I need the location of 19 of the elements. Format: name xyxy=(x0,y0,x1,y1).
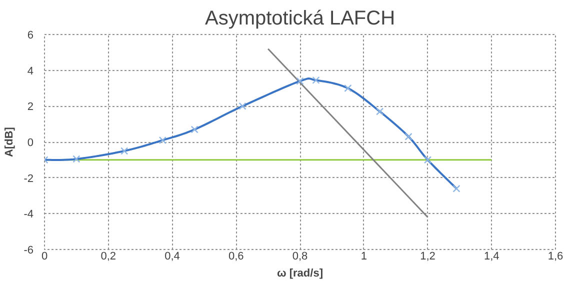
y-tick-label: -4 xyxy=(24,208,34,221)
x-tick-label: 1 xyxy=(360,250,367,262)
y-axis-title: A[dB] xyxy=(4,126,16,157)
y-tick-label: 6 xyxy=(27,30,34,42)
x-tick-label: 0,6 xyxy=(228,250,244,262)
x-tick-label: 1,4 xyxy=(484,250,500,262)
x-tick-label: 0,8 xyxy=(292,250,308,262)
y-tick-label: -2 xyxy=(24,172,34,185)
x-tick-label: 0,4 xyxy=(164,250,180,262)
x-tick-label: 1,2 xyxy=(420,250,436,262)
y-tick-label: 2 xyxy=(27,101,34,114)
y-tick-label: 0 xyxy=(27,137,34,149)
x-tick-label: 0,2 xyxy=(100,250,116,262)
chart-title: Asymptotická LAFCH xyxy=(204,8,396,30)
y-tick-label: 4 xyxy=(27,65,34,78)
x-tick-label: 1,6 xyxy=(548,250,564,262)
x-tick-label: 0 xyxy=(41,250,48,262)
x-axis-title: ω [rad/s] xyxy=(277,268,324,280)
y-tick-label: -6 xyxy=(24,244,34,256)
